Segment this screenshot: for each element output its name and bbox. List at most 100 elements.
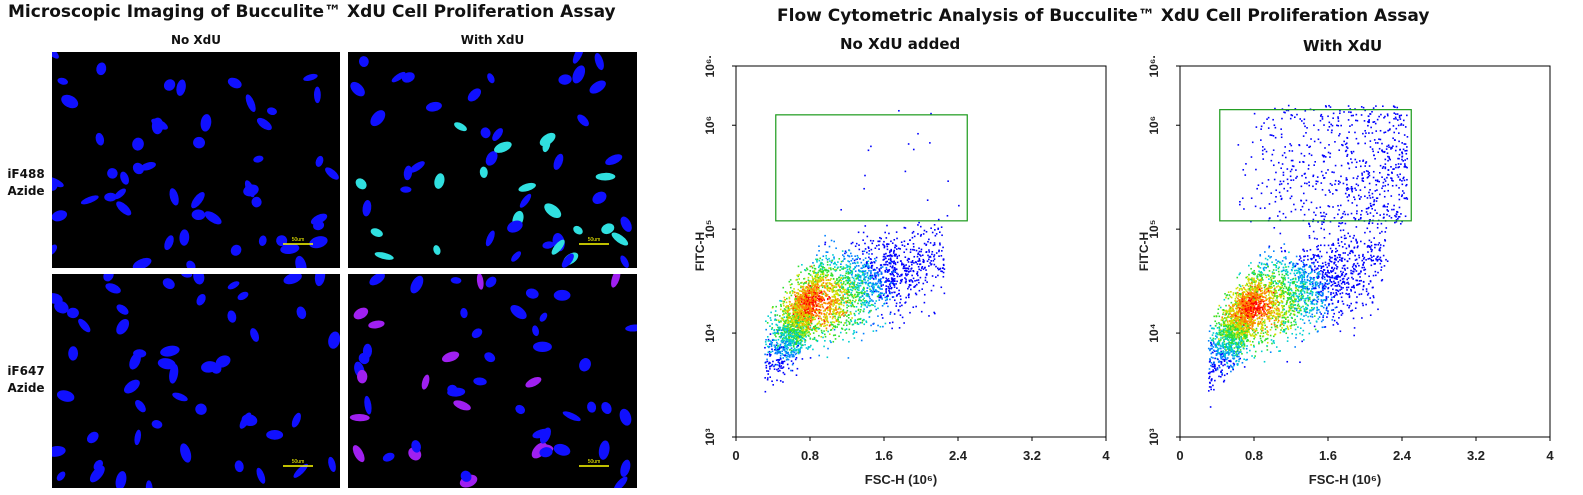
event-point [847,314,850,316]
event-point [858,298,861,301]
event-point [896,237,898,240]
event-point [778,364,781,367]
event-point [1271,292,1273,295]
event-point [855,291,858,293]
event-point [782,329,784,331]
event-point [1341,278,1344,280]
cell-nucleus [605,154,623,166]
cell-nucleus [349,414,370,422]
event-point [893,278,896,280]
event-point [801,320,804,323]
event-point [816,314,819,317]
event-point [895,283,897,285]
event-point [826,302,829,305]
event-point [779,299,781,302]
event-point [871,253,873,255]
event-point [785,347,788,350]
event-point [792,313,795,315]
event-point [1215,322,1218,325]
event-point [1335,247,1337,250]
event-point [871,274,874,277]
event-point [1260,323,1263,325]
event-point [887,280,889,282]
event-point [777,338,780,341]
event-point [868,269,870,272]
event-point [1273,272,1275,274]
event-point [806,317,809,320]
event-point [1231,331,1234,334]
event-point [1278,312,1281,315]
event-point [889,250,891,252]
event-point [931,275,934,277]
event-point [1230,296,1233,299]
event-point [933,254,936,256]
event-point [821,283,823,286]
event-point [788,297,791,300]
event-point [891,277,894,280]
event-point [791,303,793,305]
event-point [877,285,880,287]
event-point [824,274,827,277]
event-point [833,312,836,315]
event-point [911,236,914,239]
cell-nucleus [204,211,222,225]
event-point [1229,307,1231,310]
event-point [785,326,787,329]
event-point [786,313,789,315]
event-point [872,240,875,242]
event-point [806,300,809,303]
cell-nucleus [193,136,206,149]
event-point [864,303,866,306]
event-point [814,292,817,294]
event-point [807,294,810,297]
event-point [1351,272,1354,275]
event-point [909,311,911,314]
event-point [829,287,832,290]
event-point [888,287,891,290]
cell-nucleus [425,101,442,112]
event-point [875,272,878,274]
x-tick-label: 4 [1102,448,1110,463]
cell-nucleus [103,274,114,282]
event-point [824,241,827,244]
event-point [901,278,903,281]
event-point [897,247,900,250]
event-point [1278,308,1280,310]
event-point [771,306,774,309]
event-point [839,310,842,313]
event-point [842,266,845,268]
event-point [801,317,804,319]
event-point [855,299,857,302]
event-point [870,265,873,268]
event-point [774,310,777,312]
event-point [791,324,794,326]
event-point [831,299,833,301]
event-point [899,275,901,278]
event-point [839,315,842,317]
event-point [832,321,834,323]
cell-nucleus [180,443,192,463]
event-point [1278,302,1281,304]
event-point [828,304,831,307]
event-point [866,290,868,292]
event-point [834,334,837,336]
event-point [930,289,933,292]
event-point [851,241,854,244]
event-point [876,267,878,269]
event-point [847,357,850,359]
event-point [775,347,777,350]
y-tick-label: 10⁶ [703,116,717,135]
event-point [819,280,822,283]
event-point [1227,332,1230,334]
cell-nucleus [157,358,176,370]
event-point [771,380,773,383]
event-point [778,335,781,338]
event-point [1268,298,1271,301]
event-point [1214,379,1216,382]
cell-nucleus [539,427,551,444]
event-point [1232,305,1234,308]
event-point [1305,314,1307,317]
event-point [775,319,778,321]
cell-nucleus [303,73,318,81]
event-point [1266,313,1268,316]
